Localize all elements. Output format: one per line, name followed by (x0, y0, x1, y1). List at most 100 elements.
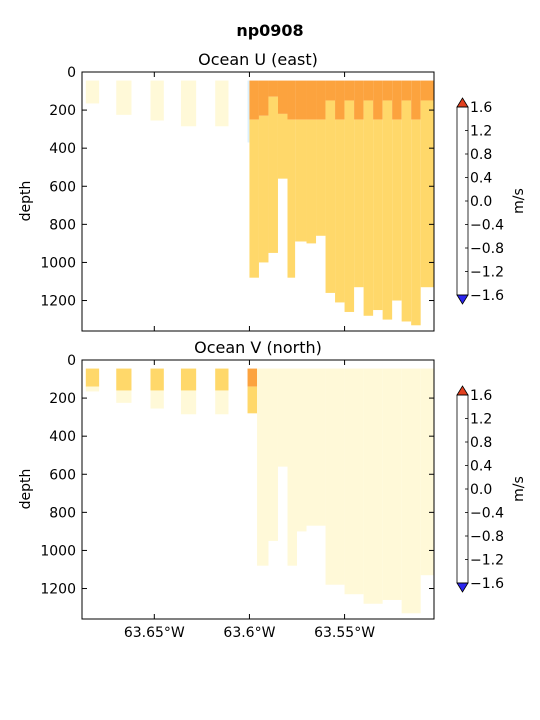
data-cell (363, 368, 383, 604)
data-cell (277, 80, 288, 114)
y-tick-label: 1200 (40, 294, 76, 310)
colorbar-tick-label: 0.4 (470, 171, 492, 187)
data-cell (85, 386, 100, 392)
data-cell (382, 80, 393, 101)
data-cell (116, 390, 132, 403)
data-cell (247, 80, 250, 143)
colorbar-tick-label: −0.8 (470, 529, 504, 545)
data-cell (411, 80, 421, 120)
colorbar-extend-min (456, 294, 469, 305)
data-cell (268, 80, 278, 97)
data-cell (297, 368, 307, 532)
colorbar-tick-label: 0.8 (470, 435, 492, 451)
y-tick-label: 400 (49, 141, 76, 157)
data-cell (335, 119, 345, 303)
y-tick-label: 1000 (40, 255, 76, 271)
data-cell (306, 119, 317, 244)
data-cell (295, 80, 307, 120)
plot-frame (81, 359, 435, 620)
data-cell (277, 368, 288, 467)
data-cell (420, 368, 434, 576)
y-axis: 0 200 400 600 800 1000 1200 (40, 353, 434, 598)
data-cell (247, 386, 258, 414)
data-cell (287, 80, 296, 120)
y-tick-label: 200 (49, 103, 76, 119)
data-cell (392, 119, 402, 301)
data-cell (215, 390, 229, 415)
data-cell (249, 80, 259, 120)
y-tick-label: 800 (49, 217, 76, 233)
data-cell (215, 80, 229, 127)
data-cell (268, 96, 278, 253)
y-axis-label: depth (18, 469, 34, 510)
colorbar-tick-label: −1.6 (470, 288, 504, 304)
data-cell (295, 119, 307, 242)
data-cell (344, 100, 355, 312)
data-cell (420, 80, 434, 101)
figure-suptitle: np0908 (236, 21, 303, 40)
data-cell (325, 80, 336, 101)
colorbar-tick-label: 1.2 (470, 124, 492, 140)
colorbar: 1.6 1.2 0.8 0.4 0.0 −0.4 −0.8 −1.2 −1.6 (456, 385, 504, 593)
colorbar-tick-label: −1.6 (470, 576, 504, 592)
x-axis: 63.65°W 63.6°W 63.55°W (124, 360, 375, 641)
panel-title: Ocean U (east) (198, 50, 318, 69)
colorbar-tick-label: −0.4 (470, 218, 504, 234)
data-cell (180, 368, 197, 391)
y-axis-label: depth (18, 181, 34, 222)
x-tick-label: 63.6°W (223, 625, 275, 641)
y-tick-label: 800 (49, 505, 76, 521)
y-tick-label: 0 (67, 353, 76, 369)
y-tick-label: 400 (49, 429, 76, 445)
data-cell (392, 80, 402, 120)
data-cell (180, 80, 197, 127)
data-cell (411, 119, 421, 326)
data-cell (401, 80, 412, 101)
data-cell (287, 119, 296, 278)
y-tick-label: 1000 (40, 543, 76, 559)
y-tick-label: 200 (49, 391, 76, 407)
data-cell (335, 80, 345, 120)
data-cell (363, 100, 374, 316)
colorbar-tick-label: −1.2 (470, 265, 504, 281)
data-cell (344, 80, 355, 101)
data-cell (268, 368, 278, 541)
data-cell (354, 80, 364, 120)
data-cell (85, 368, 100, 387)
data-cell (287, 368, 297, 566)
data-cell (316, 119, 326, 236)
data-cell (344, 368, 364, 595)
data-cell (249, 119, 259, 278)
colorbar-extend-min (456, 582, 469, 593)
data-cell (373, 119, 383, 311)
data-cell (316, 80, 326, 120)
colorbar-tick-label: 1.2 (470, 412, 492, 428)
data-cell (354, 119, 364, 288)
colorbar-label: m/s (511, 188, 527, 214)
data-cell (180, 390, 197, 415)
data-cell (150, 80, 164, 121)
data-cell (401, 368, 421, 614)
data-cell (116, 80, 132, 115)
colorbar-label: m/s (511, 476, 527, 502)
colorbar-extend-max (456, 97, 469, 108)
data-cell (116, 368, 132, 391)
y-tick-label: 1200 (40, 582, 76, 598)
data-cell (382, 368, 402, 600)
data-cell (325, 368, 345, 585)
data-cell (215, 368, 229, 391)
data-cell (257, 368, 269, 566)
y-tick-label: 600 (49, 179, 76, 195)
data-cell (363, 80, 374, 101)
data-cell (258, 80, 269, 116)
data-cell (247, 368, 258, 387)
colorbar-tick-label: 0.0 (470, 482, 492, 498)
x-tick-label: 63.55°W (314, 625, 375, 641)
plot-area (85, 368, 434, 614)
y-tick-label: 0 (67, 65, 76, 81)
data-cell (150, 390, 164, 409)
colorbar: 1.6 1.2 0.8 0.4 0.0 −0.4 −0.8 −1.2 −1.6 (456, 97, 504, 305)
data-cell (401, 100, 412, 322)
data-cell (420, 100, 434, 288)
